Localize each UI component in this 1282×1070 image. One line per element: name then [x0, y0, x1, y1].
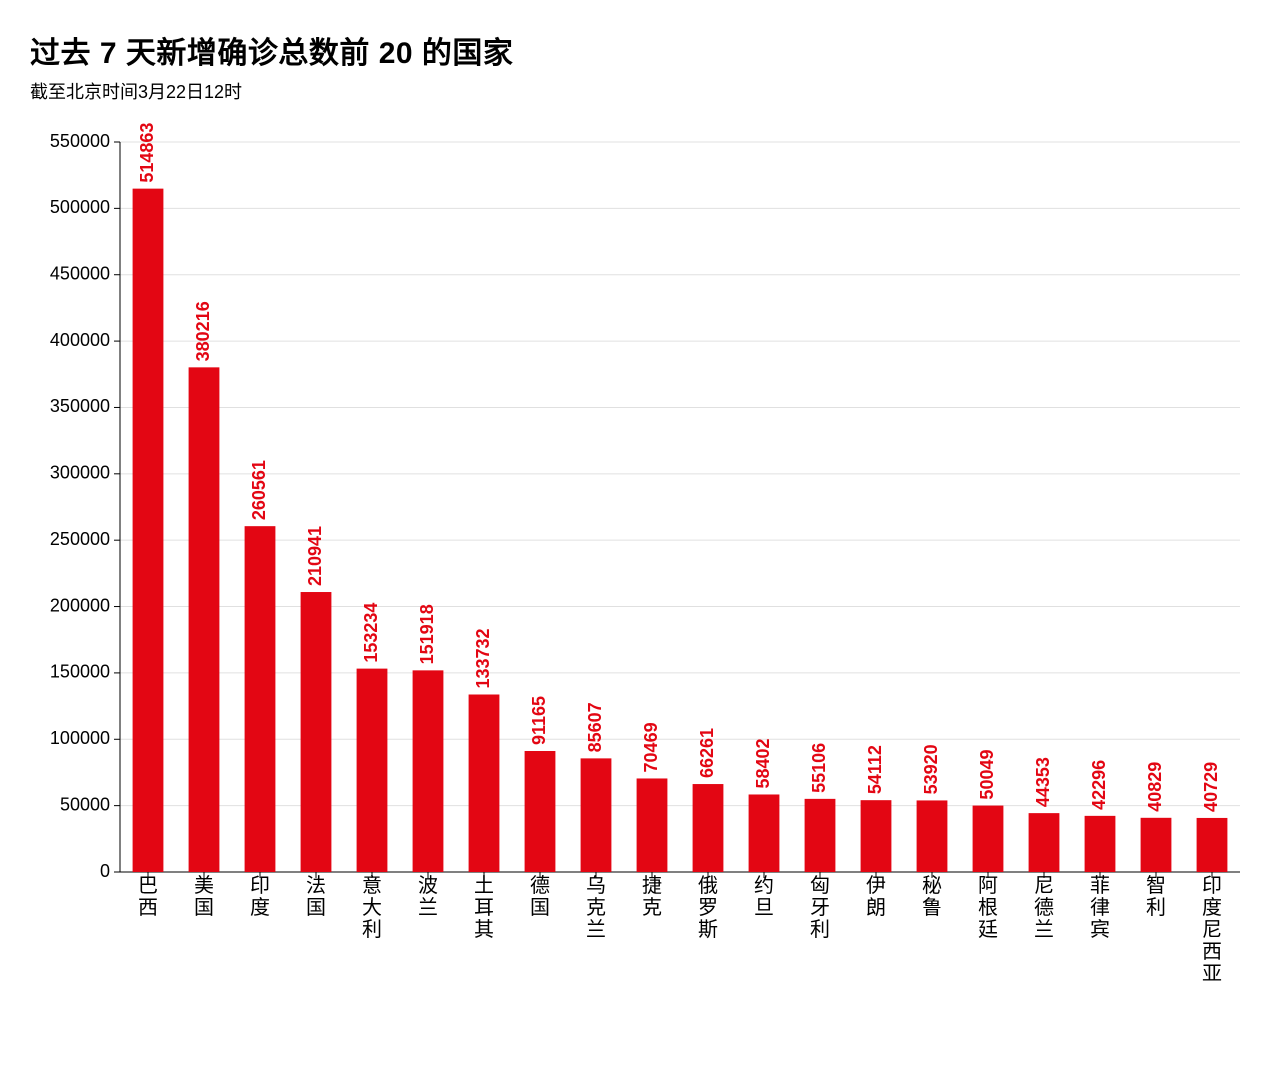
bar-value-label: 58402 [753, 738, 773, 788]
bar [1085, 816, 1116, 872]
bar-chart-svg: 0 50000 100000 150000 200000 250000 300000 3500… [30, 122, 1250, 1002]
bar-value-label: 514863 [137, 123, 157, 183]
ytick-label: 450000 [50, 263, 110, 283]
bar [749, 794, 780, 872]
bar [189, 367, 220, 872]
xtick-label: 菲律宾 [1090, 874, 1110, 941]
bar [301, 592, 332, 872]
ytick-label: 400000 [50, 330, 110, 350]
xtick-label: 土耳其 [474, 874, 494, 941]
bar-value-label: 40829 [1145, 762, 1165, 812]
bar-value-label: 55106 [809, 743, 829, 793]
bar [1141, 818, 1172, 872]
xtick-label: 意大利 [362, 874, 382, 941]
bar [1029, 813, 1060, 872]
chart-title: 过去 7 天新增确诊总数前 20 的国家 [30, 28, 1252, 72]
xtick-label: 德国 [530, 874, 550, 919]
xtick-label: 波兰 [418, 874, 438, 919]
bar [637, 778, 668, 872]
bar [581, 758, 612, 872]
ytick-label: 150000 [50, 662, 110, 682]
bar [973, 806, 1004, 872]
bar-value-label: 40729 [1201, 762, 1221, 812]
bar-value-label: 133732 [473, 628, 493, 688]
bar [861, 800, 892, 872]
bar [413, 670, 444, 872]
ytick-label: 550000 [50, 131, 110, 151]
xtick-label: 印度 [250, 874, 270, 919]
xtick-label: 印度尼西亚 [1202, 874, 1222, 985]
xtick-label: 捷克 [642, 874, 662, 919]
plot-area: 0 50000 100000 150000 200000 250000 300000 3500… [30, 122, 1250, 1002]
bar-value-label: 91165 [529, 696, 549, 745]
ytick-label: 0 [100, 861, 110, 881]
bar [1197, 818, 1228, 872]
bar-value-label: 44353 [1033, 757, 1053, 807]
xtick-label: 阿根廷 [978, 874, 998, 941]
bar-value-label: 54112 [865, 745, 885, 794]
ytick-label: 50000 [60, 794, 110, 814]
xtick-label: 俄罗斯 [698, 874, 718, 941]
bar [693, 784, 724, 872]
xtick-label: 巴西 [138, 875, 158, 919]
chart-subtitle: 截至北京时间3月22日12时 [30, 78, 1252, 104]
bar [133, 189, 164, 872]
bar-value-label: 260561 [249, 460, 269, 520]
ytick-label: 250000 [50, 529, 110, 549]
xtick-label: 伊朗 [866, 874, 886, 919]
ytick-label: 300000 [50, 463, 110, 483]
bar-value-label: 153234 [361, 603, 381, 663]
ytick-label: 350000 [50, 396, 110, 416]
xtick-label: 尼德兰 [1034, 875, 1054, 941]
xtick-label: 乌克兰 [586, 874, 606, 941]
xtick-label: 匈牙利 [810, 874, 830, 941]
ytick-label: 100000 [50, 728, 110, 748]
chart-container: 过去 7 天新增确诊总数前 20 的国家 截至北京时间3月22日12时 0 500… [0, 0, 1282, 1070]
bar-value-label: 53920 [921, 744, 941, 794]
xtick-label: 约旦 [754, 874, 774, 919]
ytick-label: 200000 [50, 595, 110, 615]
bar [245, 526, 276, 872]
xtick-label: 秘鲁 [922, 874, 942, 919]
xtick-label: 法国 [306, 874, 326, 919]
bar-value-label: 50049 [977, 750, 997, 800]
bar-value-label: 210941 [305, 526, 325, 586]
ytick-label: 500000 [50, 197, 110, 217]
bar-value-label: 42296 [1089, 760, 1109, 810]
bar [805, 799, 836, 872]
bar-value-label: 70469 [641, 722, 661, 772]
bar [357, 669, 388, 872]
bar-value-label: 66261 [697, 728, 717, 778]
bar-value-label: 151918 [417, 604, 437, 664]
bar [525, 751, 556, 872]
bar-value-label: 380216 [193, 301, 213, 361]
bar [917, 800, 948, 872]
bar [469, 695, 500, 872]
bar-value-label: 85607 [585, 702, 605, 752]
xtick-label: 美国 [194, 874, 214, 919]
xtick-label: 智利 [1146, 874, 1166, 919]
